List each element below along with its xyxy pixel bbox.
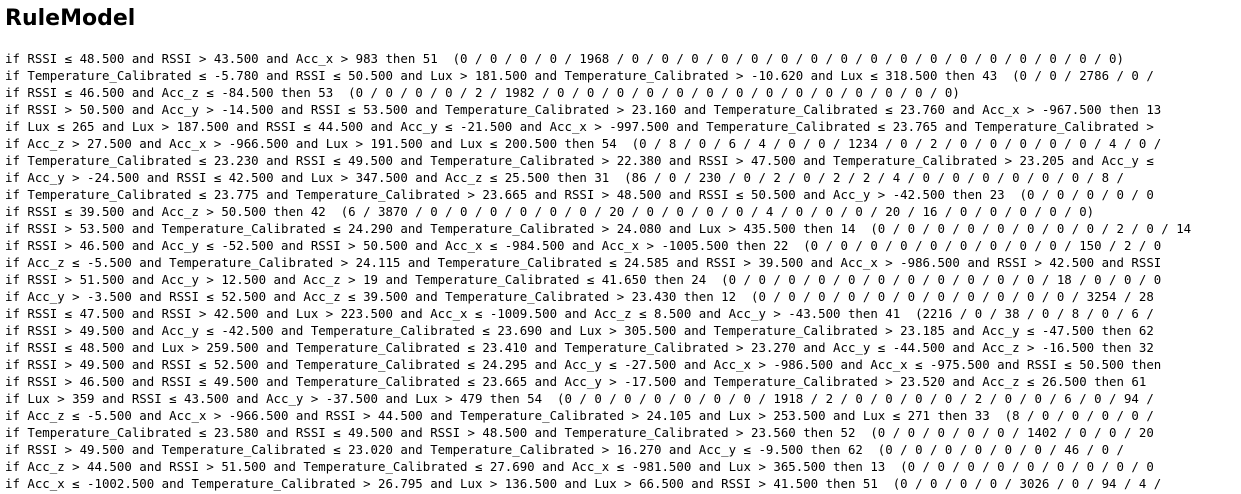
rule-line: if RSSI ≤ 39.500 and Acc_z > 50.500 then… xyxy=(5,204,1095,219)
rule-line: if RSSI > 46.500 and RSSI ≤ 49.500 and T… xyxy=(5,374,1147,389)
rule-line: if RSSI > 49.500 and Temperature_Calibra… xyxy=(5,442,1124,457)
rule-line: if Acc_z > 44.500 and RSSI > 51.500 and … xyxy=(5,459,1154,474)
rule-line: if RSSI > 51.500 and Acc_y > 12.500 and … xyxy=(5,272,1162,287)
page-title: RuleModel xyxy=(5,6,136,31)
rule-line: if RSSI > 49.500 and Acc_y ≤ -42.500 and… xyxy=(5,323,1154,338)
rule-line: if RSSI ≤ 47.500 and RSSI > 42.500 and L… xyxy=(5,306,1154,321)
rule-line: if Acc_y > -24.500 and RSSI ≤ 42.500 and… xyxy=(5,170,1124,185)
rule-line: if Temperature_Calibrated ≤ 23.580 and R… xyxy=(5,425,1154,440)
rule-line: if Acc_z ≤ -5.500 and Acc_x > -966.500 a… xyxy=(5,408,1154,423)
rule-line: if RSSI > 46.500 and Acc_y ≤ -52.500 and… xyxy=(5,238,1162,253)
rule-line: if RSSI > 49.500 and RSSI ≤ 52.500 and T… xyxy=(5,357,1162,372)
rules-list: if RSSI ≤ 48.500 and RSSI > 43.500 and A… xyxy=(5,50,1241,492)
rule-line: if RSSI ≤ 48.500 and RSSI > 43.500 and A… xyxy=(5,51,1124,66)
rule-line: if Acc_z > 27.500 and Acc_x > -966.500 a… xyxy=(5,136,1162,151)
rule-line: if RSSI > 50.500 and Acc_y > -14.500 and… xyxy=(5,102,1162,117)
rule-line: if Temperature_Calibrated ≤ 23.230 and R… xyxy=(5,153,1154,168)
rule-line: if RSSI ≤ 46.500 and Acc_z ≤ -84.500 the… xyxy=(5,85,960,100)
rule-line: if Acc_x ≤ -1002.500 and Temperature_Cal… xyxy=(5,476,1162,491)
rule-line: if Lux ≤ 265 and Lux > 187.500 and RSSI … xyxy=(5,119,1154,134)
rule-line: if Lux > 359 and RSSI ≤ 43.500 and Acc_y… xyxy=(5,391,1154,406)
rule-line: if Temperature_Calibrated ≤ -5.780 and R… xyxy=(5,68,1154,83)
rule-line: if Acc_z ≤ -5.500 and Temperature_Calibr… xyxy=(5,255,1162,270)
rule-line: if Temperature_Calibrated ≤ 23.775 and T… xyxy=(5,187,1154,202)
rule-line: if RSSI > 53.500 and Temperature_Calibra… xyxy=(5,221,1192,236)
rule-line: if Acc_y > -3.500 and RSSI ≤ 52.500 and … xyxy=(5,289,1154,304)
rule-line: if RSSI ≤ 48.500 and Lux > 259.500 and T… xyxy=(5,340,1154,355)
